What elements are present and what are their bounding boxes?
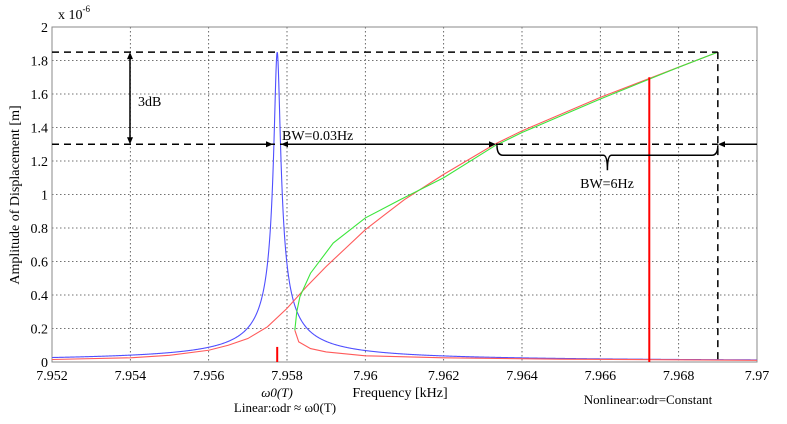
y-tick-label: 0.8 (31, 222, 49, 237)
bw-nonlinear-left-arrowhead (489, 141, 496, 148)
y-tick-label: 2 (41, 21, 48, 36)
x-tick-label: 7.954 (115, 369, 147, 384)
x-tick-label: 7.96 (353, 369, 378, 384)
bw-nonlinear-right-arrowhead (718, 141, 725, 148)
series-lines (51, 51, 758, 362)
y-tick-label: 1.4 (31, 122, 49, 137)
y-tick-labels: 0 0.2 0.4 0.6 0.8 1 1.2 1.4 1.6 1.8 2 (31, 21, 49, 371)
linear-note: Linear:ωdr ≈ ω0(T) (234, 400, 336, 415)
annotations (52, 51, 757, 362)
series-line-2 (294, 330, 758, 361)
y-tick-label: 0.2 (31, 323, 49, 338)
x-tick-labels: 7.952 7.954 7.956 7.958 7.96 7.962 7.964 7.966 7… (36, 369, 769, 384)
3db-arrowhead-down (127, 137, 133, 145)
x-tick-label: 7.966 (585, 369, 617, 384)
grid (52, 27, 757, 362)
x-tick-label: 7.97 (745, 369, 770, 384)
y-tick-label: 1.2 (31, 155, 49, 170)
x-axis-label: Frequency [kHz] (352, 386, 447, 401)
x-tick-label: 7.964 (506, 369, 538, 384)
x-tick-label: 7.962 (428, 369, 460, 384)
y-tick-label: 0 (41, 356, 48, 371)
y-tick-label: 1.8 (31, 55, 49, 70)
bw-linear-right-arrowhead (281, 141, 288, 148)
x-tick-label: 7.952 (36, 369, 68, 384)
x-tick-label: 7.958 (271, 369, 303, 384)
y-axis-label: Amplitude of Displacement [m] (8, 105, 23, 284)
y-tick-label: 0.4 (31, 289, 49, 304)
bw-nonlinear-brace (496, 145, 719, 171)
y-tick-label: 1.6 (31, 88, 49, 103)
bw-nonlinear-label: BW=6Hz (580, 177, 634, 192)
plot-frame (51, 26, 758, 363)
bw-linear-left-arrowhead (266, 141, 273, 148)
3db-arrowhead-up (127, 52, 133, 60)
x-tick-label: 7.968 (663, 369, 695, 384)
3db-label: 3dB (138, 95, 161, 110)
series-line-1 (51, 51, 719, 361)
y-tick-label: 0.6 (31, 256, 49, 271)
y-multiplier: x 10-6 (58, 4, 90, 23)
omega0-label: ω0(T) (261, 385, 293, 400)
bw-linear-label: BW=0.03Hz (282, 129, 353, 144)
x-tick-label: 7.956 (193, 369, 225, 384)
nonlinear-note: Nonlinear:ωdr=Constant (584, 392, 713, 407)
y-tick-label: 1 (41, 189, 48, 204)
series-line-3 (294, 51, 719, 331)
